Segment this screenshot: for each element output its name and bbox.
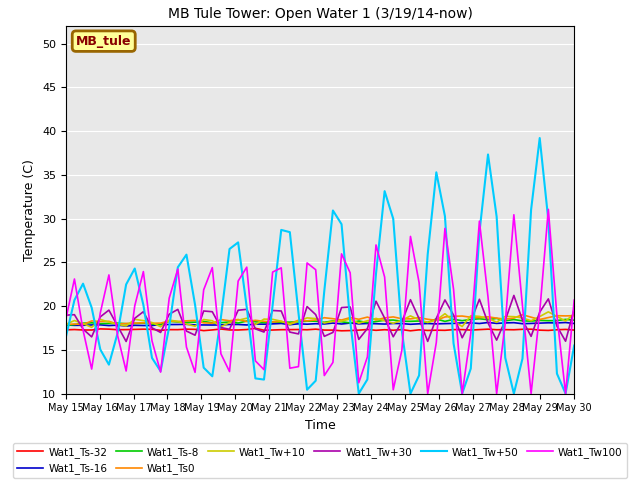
Line: Wat1_Tw+30: Wat1_Tw+30 bbox=[66, 295, 574, 341]
Wat1_Ts-32 bbox=[252, 325, 259, 331]
Wat1_Tw+10 bbox=[62, 322, 70, 327]
Wat1_Tw100 bbox=[234, 278, 242, 284]
Wat1_Tw+30 bbox=[570, 306, 578, 312]
Wat1_Tw100 bbox=[424, 391, 431, 396]
Wat1_Tw+10 bbox=[200, 317, 207, 323]
Wat1_Ts-16 bbox=[62, 322, 70, 328]
Wat1_Ts-8 bbox=[493, 315, 500, 321]
Wat1_Ts-16 bbox=[562, 320, 570, 325]
Wat1_Tw+30 bbox=[122, 338, 130, 344]
Wat1_Ts0 bbox=[389, 314, 397, 320]
Line: Wat1_Ts-8: Wat1_Ts-8 bbox=[66, 318, 574, 325]
Wat1_Ts0 bbox=[243, 319, 251, 324]
Wat1_Tw+50 bbox=[536, 135, 543, 141]
Wat1_Ts-16 bbox=[234, 322, 242, 327]
Wat1_Ts-16 bbox=[570, 321, 578, 326]
Wat1_Tw+50 bbox=[191, 302, 199, 308]
Wat1_Ts-16 bbox=[200, 322, 207, 328]
Wat1_Ts-8 bbox=[209, 320, 216, 326]
Wat1_Tw100 bbox=[381, 274, 388, 280]
Wat1_Tw+50 bbox=[355, 391, 363, 396]
Wat1_Tw+50 bbox=[62, 335, 70, 340]
Wat1_Ts-16 bbox=[217, 322, 225, 328]
Wat1_Ts0 bbox=[62, 322, 70, 327]
Wat1_Ts-32 bbox=[570, 327, 578, 333]
Line: Wat1_Ts-16: Wat1_Ts-16 bbox=[66, 323, 574, 326]
Wat1_Tw100 bbox=[148, 338, 156, 344]
Wat1_Ts-8 bbox=[234, 320, 242, 326]
Wat1_Tw+30 bbox=[234, 307, 242, 313]
Line: Wat1_Tw+50: Wat1_Tw+50 bbox=[66, 138, 574, 394]
Wat1_Ts-32 bbox=[234, 327, 242, 333]
Wat1_Tw+50 bbox=[234, 240, 242, 245]
Wat1_Ts-32 bbox=[338, 328, 346, 334]
Line: Wat1_Ts-32: Wat1_Ts-32 bbox=[66, 328, 574, 331]
Wat1_Tw+10 bbox=[545, 309, 552, 315]
Wat1_Tw100 bbox=[191, 370, 199, 375]
Line: Wat1_Tw100: Wat1_Tw100 bbox=[66, 209, 574, 394]
Wat1_Ts-8 bbox=[226, 319, 234, 325]
Wat1_Tw+50 bbox=[209, 373, 216, 379]
Wat1_Ts-8 bbox=[148, 321, 156, 327]
Title: MB Tule Tower: Open Water 1 (3/19/14-now): MB Tule Tower: Open Water 1 (3/19/14-now… bbox=[168, 7, 472, 21]
Wat1_Tw+30 bbox=[200, 308, 207, 314]
Wat1_Ts-8 bbox=[191, 319, 199, 325]
Wat1_Ts-32 bbox=[191, 326, 199, 332]
Y-axis label: Temperature (C): Temperature (C) bbox=[24, 159, 36, 261]
Wat1_Tw+10 bbox=[157, 324, 164, 330]
Wat1_Ts-8 bbox=[62, 323, 70, 328]
Wat1_Tw+30 bbox=[62, 312, 70, 318]
Wat1_Tw+50 bbox=[570, 343, 578, 348]
Wat1_Tw+50 bbox=[389, 216, 397, 222]
Wat1_Tw100 bbox=[570, 297, 578, 303]
Wat1_Tw+10 bbox=[243, 315, 251, 321]
Wat1_Ts0 bbox=[157, 320, 164, 326]
Wat1_Ts0 bbox=[234, 317, 242, 323]
Wat1_Ts-16 bbox=[157, 322, 164, 327]
Wat1_Tw+30 bbox=[389, 334, 397, 340]
Wat1_Ts-32 bbox=[148, 326, 156, 332]
Wat1_Tw+10 bbox=[217, 324, 225, 330]
Wat1_Tw100 bbox=[226, 369, 234, 374]
Wat1_Ts0 bbox=[518, 312, 526, 318]
Wat1_Tw100 bbox=[209, 265, 216, 271]
Legend: Wat1_Ts-32, Wat1_Ts-16, Wat1_Ts-8, Wat1_Ts0, Wat1_Tw+10, Wat1_Tw+30, Wat1_Tw+50,: Wat1_Ts-32, Wat1_Ts-16, Wat1_Ts-8, Wat1_… bbox=[13, 443, 627, 478]
Wat1_Tw+10 bbox=[389, 320, 397, 326]
Wat1_Tw+30 bbox=[217, 324, 225, 330]
Line: Wat1_Tw+10: Wat1_Tw+10 bbox=[66, 312, 574, 327]
Wat1_Tw100 bbox=[62, 316, 70, 322]
Wat1_Ts-32 bbox=[398, 327, 406, 333]
Wat1_Ts0 bbox=[217, 317, 225, 323]
Wat1_Tw+30 bbox=[243, 306, 251, 312]
Wat1_Ts-16 bbox=[389, 321, 397, 326]
Wat1_Tw+30 bbox=[157, 330, 164, 336]
Wat1_Tw100 bbox=[545, 206, 552, 212]
Wat1_Tw+30 bbox=[510, 292, 518, 298]
Wat1_Tw+10 bbox=[88, 324, 95, 330]
Wat1_Tw+10 bbox=[234, 317, 242, 323]
Line: Wat1_Ts0: Wat1_Ts0 bbox=[66, 315, 574, 324]
Wat1_Ts-8 bbox=[570, 317, 578, 323]
Wat1_Ts-16 bbox=[243, 322, 251, 328]
Wat1_Ts-16 bbox=[122, 323, 130, 329]
Wat1_Ts0 bbox=[200, 320, 207, 326]
Wat1_Ts-32 bbox=[62, 327, 70, 333]
Wat1_Ts0 bbox=[79, 322, 87, 327]
Wat1_Ts0 bbox=[570, 313, 578, 319]
X-axis label: Time: Time bbox=[305, 419, 335, 432]
Wat1_Ts-32 bbox=[226, 327, 234, 333]
Wat1_Tw+10 bbox=[570, 311, 578, 317]
Wat1_Tw+50 bbox=[148, 355, 156, 361]
Wat1_Tw+50 bbox=[226, 246, 234, 252]
Wat1_Ts-32 bbox=[209, 327, 216, 333]
Wat1_Ts-8 bbox=[381, 317, 388, 323]
Text: MB_tule: MB_tule bbox=[76, 35, 131, 48]
